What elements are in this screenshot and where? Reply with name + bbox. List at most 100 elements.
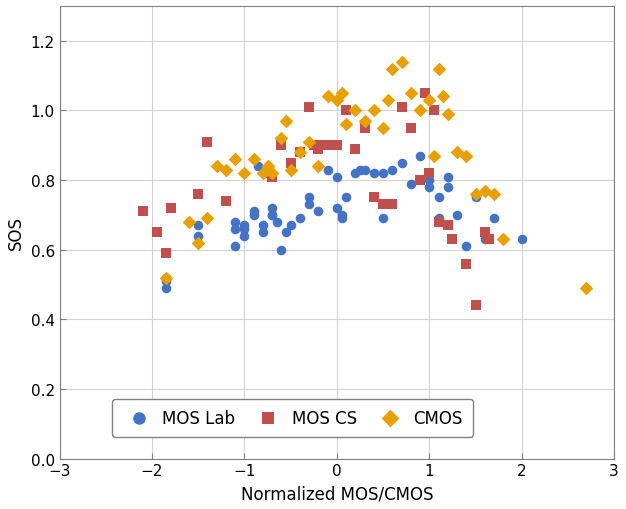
MOS CS: [341, 107, 351, 115]
MOS CS: [295, 149, 305, 157]
CMOS: [258, 169, 268, 178]
CMOS: [285, 166, 295, 175]
MOS Lab: [443, 184, 453, 192]
MOS Lab: [480, 236, 490, 244]
CMOS: [434, 66, 444, 74]
CMOS: [277, 135, 287, 143]
MOS CS: [332, 142, 342, 150]
MOS CS: [369, 194, 379, 202]
CMOS: [337, 90, 347, 98]
MOS Lab: [230, 243, 240, 251]
MOS CS: [429, 107, 439, 115]
MOS Lab: [351, 169, 361, 178]
MOS Lab: [322, 166, 332, 175]
MOS CS: [397, 104, 407, 112]
Y-axis label: SOS: SOS: [7, 216, 25, 250]
MOS CS: [221, 197, 231, 206]
MOS Lab: [258, 222, 268, 230]
MOS Lab: [267, 211, 277, 219]
MOS Lab: [314, 208, 324, 216]
CMOS: [267, 169, 277, 178]
MOS CS: [419, 90, 429, 98]
Legend: MOS Lab, MOS CS, CMOS: MOS Lab, MOS CS, CMOS: [112, 399, 473, 437]
MOS CS: [193, 190, 203, 199]
CMOS: [397, 59, 407, 67]
CMOS: [406, 90, 416, 98]
MOS CS: [138, 208, 148, 216]
MOS CS: [277, 142, 287, 150]
MOS CS: [165, 205, 175, 213]
MOS CS: [480, 229, 490, 237]
CMOS: [212, 163, 222, 171]
CMOS: [304, 138, 314, 147]
MOS CS: [161, 249, 171, 258]
CMOS: [438, 93, 448, 101]
CMOS: [332, 97, 342, 105]
MOS CS: [461, 260, 471, 268]
CMOS: [489, 190, 499, 199]
MOS Lab: [161, 277, 171, 286]
MOS CS: [304, 104, 314, 112]
MOS CS: [434, 218, 444, 227]
CMOS: [341, 121, 351, 129]
MOS Lab: [240, 222, 250, 230]
MOS Lab: [424, 184, 434, 192]
MOS Lab: [295, 215, 305, 223]
MOS Lab: [434, 194, 444, 202]
MOS Lab: [272, 218, 282, 227]
MOS Lab: [332, 173, 342, 181]
MOS Lab: [443, 173, 453, 181]
CMOS: [387, 66, 398, 74]
CMOS: [369, 107, 379, 115]
CMOS: [249, 156, 259, 164]
MOS Lab: [337, 211, 347, 219]
CMOS: [415, 107, 425, 115]
MOS Lab: [304, 201, 314, 209]
MOS Lab: [267, 205, 277, 213]
MOS CS: [267, 173, 277, 181]
MOS Lab: [193, 222, 203, 230]
MOS Lab: [277, 246, 287, 254]
CMOS: [221, 166, 231, 175]
CMOS: [202, 215, 212, 223]
MOS Lab: [341, 194, 351, 202]
MOS CS: [485, 236, 495, 244]
MOS CS: [351, 146, 361, 154]
MOS Lab: [461, 243, 471, 251]
CMOS: [424, 97, 434, 105]
MOS CS: [285, 159, 295, 167]
MOS CS: [359, 125, 369, 133]
MOS CS: [322, 142, 332, 150]
CMOS: [429, 152, 439, 160]
MOS Lab: [254, 163, 264, 171]
MOS Lab: [406, 180, 416, 188]
CMOS: [193, 239, 203, 247]
MOS CS: [443, 222, 453, 230]
CMOS: [295, 149, 305, 157]
MOS Lab: [424, 177, 434, 185]
MOS Lab: [397, 159, 407, 167]
MOS Lab: [285, 222, 295, 230]
MOS CS: [309, 142, 319, 150]
MOS CS: [314, 146, 324, 154]
CMOS: [443, 110, 453, 119]
CMOS: [498, 236, 508, 244]
MOS Lab: [249, 211, 259, 219]
MOS Lab: [267, 211, 277, 219]
MOS Lab: [304, 194, 314, 202]
MOS Lab: [471, 194, 481, 202]
CMOS: [240, 169, 250, 178]
MOS Lab: [193, 232, 203, 240]
MOS Lab: [369, 169, 379, 178]
MOS Lab: [161, 274, 171, 282]
MOS Lab: [387, 166, 398, 175]
CMOS: [471, 190, 481, 199]
CMOS: [262, 163, 272, 171]
CMOS: [480, 187, 490, 195]
CMOS: [359, 118, 369, 126]
MOS CS: [424, 169, 434, 178]
CMOS: [322, 93, 332, 101]
MOS Lab: [332, 205, 342, 213]
CMOS: [378, 125, 388, 133]
MOS Lab: [378, 169, 388, 178]
